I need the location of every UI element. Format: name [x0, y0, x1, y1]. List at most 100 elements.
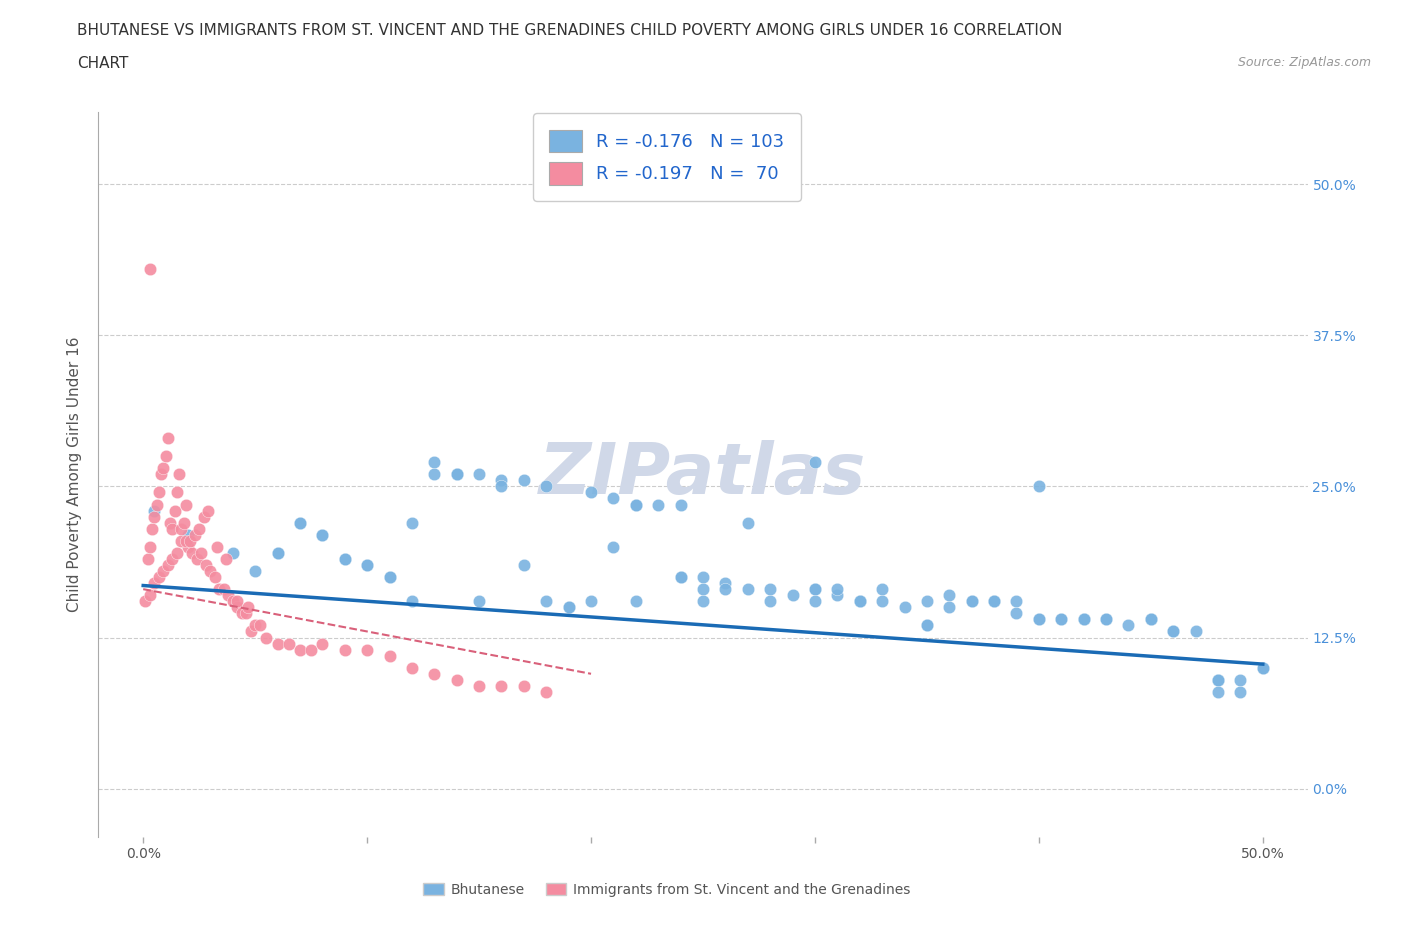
- Point: [254, 631, 277, 645]
- Point: [1073, 612, 1095, 627]
- Point: [423, 667, 446, 682]
- Point: [156, 431, 179, 445]
- Point: [333, 551, 356, 566]
- Point: [1206, 672, 1229, 687]
- Point: [423, 455, 446, 470]
- Point: [848, 594, 870, 609]
- Point: [1005, 594, 1028, 609]
- Point: [194, 558, 217, 573]
- Point: [222, 594, 245, 609]
- Point: [288, 515, 311, 530]
- Point: [557, 600, 579, 615]
- Point: [356, 558, 378, 573]
- Point: [692, 570, 714, 585]
- Point: [190, 545, 212, 560]
- Point: [983, 594, 1005, 609]
- Point: [468, 679, 491, 694]
- Point: [446, 467, 468, 482]
- Point: [1028, 612, 1050, 627]
- Point: [311, 636, 333, 651]
- Point: [401, 660, 423, 675]
- Point: [193, 510, 215, 525]
- Point: [893, 600, 915, 615]
- Point: [1140, 612, 1163, 627]
- Point: [174, 498, 197, 512]
- Point: [311, 527, 333, 542]
- Point: [915, 618, 938, 633]
- Point: [1095, 612, 1118, 627]
- Point: [156, 558, 179, 573]
- Point: [827, 582, 849, 597]
- Point: [1229, 684, 1251, 699]
- Point: [226, 594, 249, 609]
- Point: [170, 522, 193, 537]
- Point: [468, 467, 491, 482]
- Point: [1095, 612, 1118, 627]
- Point: [217, 588, 239, 603]
- Point: [222, 545, 245, 560]
- Point: [579, 594, 602, 609]
- Y-axis label: Child Poverty Among Girls Under 16: Child Poverty Among Girls Under 16: [67, 337, 83, 612]
- Point: [166, 545, 188, 560]
- Point: [134, 594, 156, 609]
- Point: [782, 588, 804, 603]
- Point: [446, 672, 468, 687]
- Point: [557, 600, 579, 615]
- Point: [848, 594, 870, 609]
- Point: [1073, 612, 1095, 627]
- Point: [624, 594, 647, 609]
- Point: [333, 643, 356, 658]
- Point: [759, 594, 782, 609]
- Point: [143, 510, 166, 525]
- Point: [1028, 479, 1050, 494]
- Point: [333, 551, 356, 566]
- Point: [162, 551, 184, 566]
- Point: [1050, 612, 1073, 627]
- Point: [759, 582, 782, 597]
- Point: [1161, 624, 1184, 639]
- Point: [177, 527, 200, 542]
- Point: [669, 498, 692, 512]
- Point: [491, 679, 513, 694]
- Point: [938, 588, 960, 603]
- Text: BHUTANESE VS IMMIGRANTS FROM ST. VINCENT AND THE GRENADINES CHILD POVERTY AMONG : BHUTANESE VS IMMIGRANTS FROM ST. VINCENT…: [77, 23, 1063, 38]
- Point: [1005, 606, 1028, 621]
- Point: [197, 503, 219, 518]
- Point: [1140, 612, 1163, 627]
- Point: [1028, 612, 1050, 627]
- Point: [179, 534, 201, 549]
- Text: Source: ZipAtlas.com: Source: ZipAtlas.com: [1237, 56, 1371, 69]
- Point: [870, 582, 893, 597]
- Point: [714, 582, 737, 597]
- Point: [174, 534, 197, 549]
- Point: [205, 539, 228, 554]
- Point: [311, 527, 333, 542]
- Point: [579, 485, 602, 500]
- Point: [249, 618, 271, 633]
- Point: [170, 534, 193, 549]
- Point: [183, 527, 205, 542]
- Point: [669, 570, 692, 585]
- Point: [804, 455, 827, 470]
- Point: [1073, 612, 1095, 627]
- Point: [277, 636, 299, 651]
- Point: [1050, 612, 1073, 627]
- Point: [238, 600, 260, 615]
- Point: [423, 467, 446, 482]
- Point: [870, 594, 893, 609]
- Point: [804, 582, 827, 597]
- Point: [145, 498, 167, 512]
- Point: [536, 479, 558, 494]
- Point: [356, 558, 378, 573]
- Point: [148, 485, 170, 500]
- Point: [231, 606, 253, 621]
- Point: [239, 624, 262, 639]
- Point: [513, 473, 536, 488]
- Point: [446, 467, 468, 482]
- Point: [266, 545, 288, 560]
- Point: [692, 582, 714, 597]
- Point: [1206, 672, 1229, 687]
- Point: [647, 498, 669, 512]
- Point: [166, 485, 188, 500]
- Point: [960, 594, 983, 609]
